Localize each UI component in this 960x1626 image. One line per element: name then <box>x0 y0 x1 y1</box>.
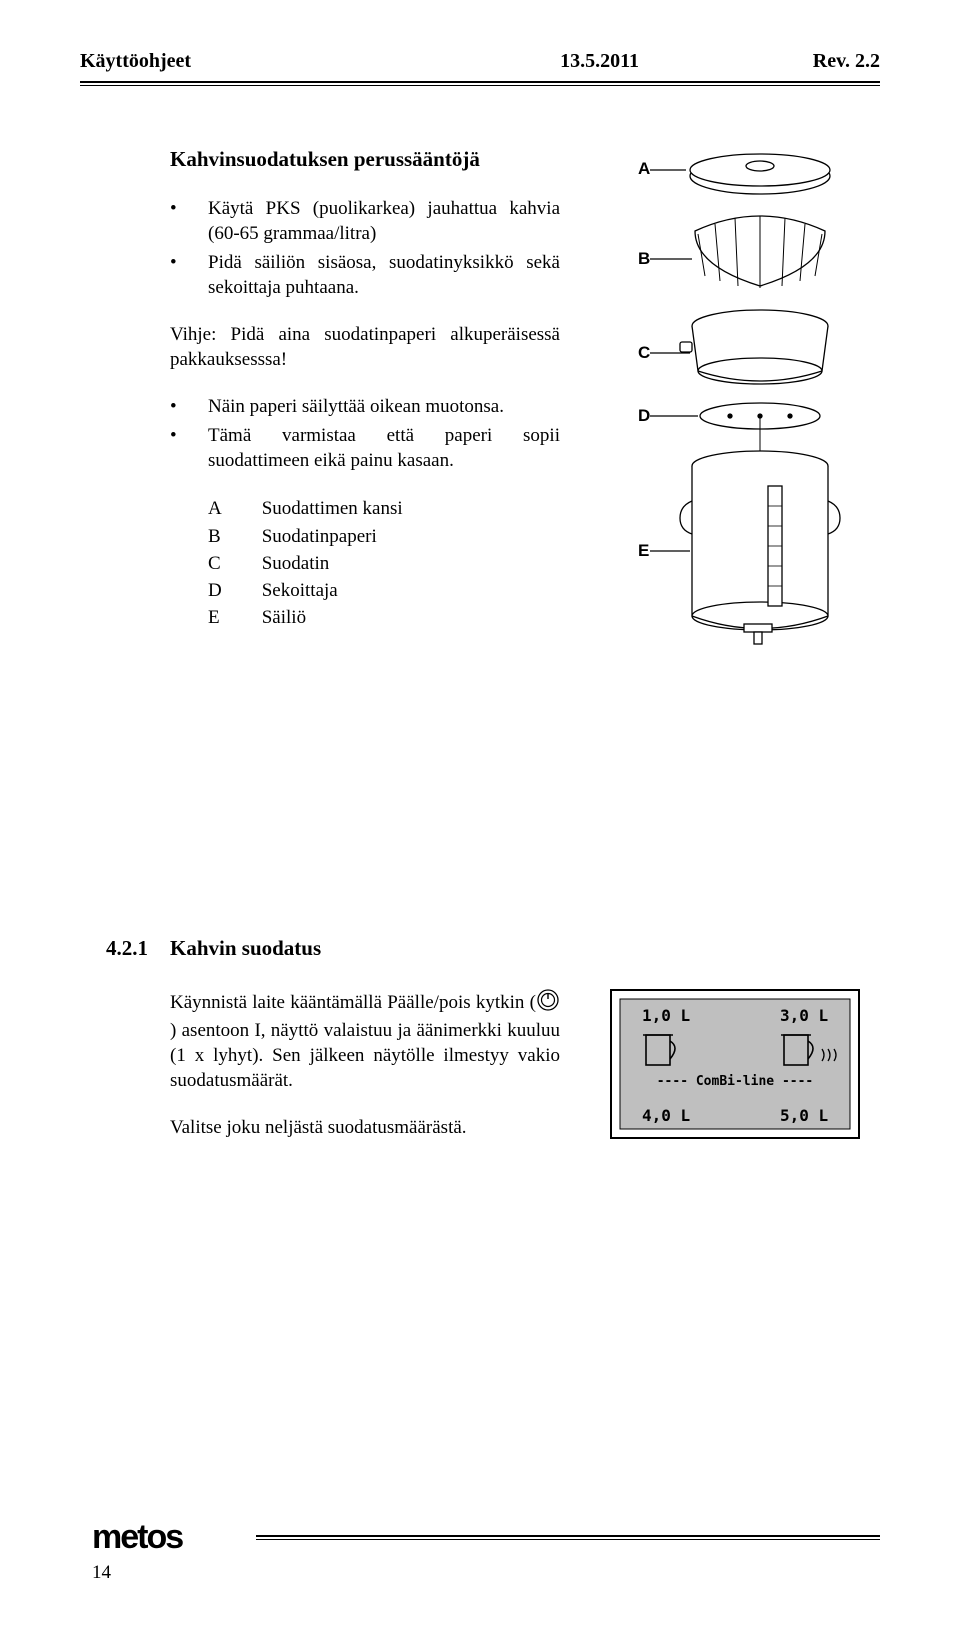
display-tr: 3,0 L <box>780 1006 828 1025</box>
part-key: A <box>170 495 262 522</box>
parts-table: ASuodattimen kansi BSuodatinpaperi CSuod… <box>170 495 403 630</box>
diagram-label-e: E <box>638 541 649 560</box>
part-key: E <box>170 604 262 631</box>
header-rule-thin <box>80 85 880 86</box>
display-bl: 4,0 L <box>642 1106 690 1125</box>
display-br: 5,0 L <box>780 1106 828 1125</box>
table-row: DSekoittaja <box>170 577 403 604</box>
section2-para2: Valitse joku neljästä suodatusmäärästä. <box>170 1115 560 1140</box>
part-key: B <box>170 523 262 550</box>
part-val: Suodatinpaperi <box>262 523 403 550</box>
table-row: ESäiliö <box>170 604 403 631</box>
display-tl: 1,0 L <box>642 1006 690 1025</box>
brand-logo: metos <box>92 1518 242 1556</box>
part-key: D <box>170 577 262 604</box>
table-row: CSuodatin <box>170 550 403 577</box>
doc-date: 13.5.2011 <box>426 50 772 73</box>
doc-title: Käyttöohjeet <box>80 50 426 73</box>
exploded-diagram: A B C <box>620 146 850 656</box>
header-rule <box>80 81 880 83</box>
display-brand: ---- ComBi-line ---- <box>657 1074 814 1089</box>
part-val: Sekoittaja <box>262 577 403 604</box>
section1-bullets2: Näin paperi säilyttää oikean muotonsa. T… <box>170 394 560 473</box>
section1-heading: Kahvinsuodatuksen perussääntöjä <box>170 146 560 174</box>
list-item: Pidä säiliön sisäosa, suodatinyksikkö se… <box>170 250 560 300</box>
diagram-label-c: C <box>638 343 650 362</box>
part-val: Säiliö <box>262 604 403 631</box>
display-panel: 1,0 L 3,0 L 4,0 L 5,0 L ---- ComBi-line … <box>610 989 860 1139</box>
table-row: BSuodatinpaperi <box>170 523 403 550</box>
section1-tip: Vihje: Pidä aina suodatinpaperi alkuperä… <box>170 322 560 372</box>
part-val: Suodatin <box>262 550 403 577</box>
section2-number: 4.2.1 <box>106 936 170 961</box>
section1-bullets1: Käytä PKS (puolikarkea) jauhattua kahvia… <box>170 196 560 300</box>
part-val: Suodattimen kansi <box>262 495 403 522</box>
page-number: 14 <box>80 1562 880 1584</box>
table-row: ASuodattimen kansi <box>170 495 403 522</box>
list-item: Näin paperi säilyttää oikean muotonsa. <box>170 394 560 419</box>
doc-rev: Rev. 2.2 <box>773 50 880 73</box>
para1-before: Käynnistä laite kääntämällä Päälle/pois … <box>170 992 536 1013</box>
diagram-label-b: B <box>638 249 650 268</box>
section2-heading: 4.2.1Kahvin suodatus <box>106 936 880 961</box>
diagram-label-d: D <box>638 406 650 425</box>
section2-title-text: Kahvin suodatus <box>170 936 321 960</box>
power-switch-icon <box>537 989 559 1018</box>
para1-after: ) asentoon I, näyttö valaistuu ja äänime… <box>170 1020 560 1091</box>
list-item: Käytä PKS (puolikarkea) jauhattua kahvia… <box>170 196 560 246</box>
footer-rule <box>256 1535 880 1540</box>
section2-para1: Käynnistä laite kääntämällä Päälle/pois … <box>170 989 560 1093</box>
diagram-label-a: A <box>638 159 650 178</box>
list-item: Tämä varmistaa että paperi sopii suodatt… <box>170 423 560 473</box>
part-key: C <box>170 550 262 577</box>
svg-text:metos: metos <box>92 1518 183 1556</box>
